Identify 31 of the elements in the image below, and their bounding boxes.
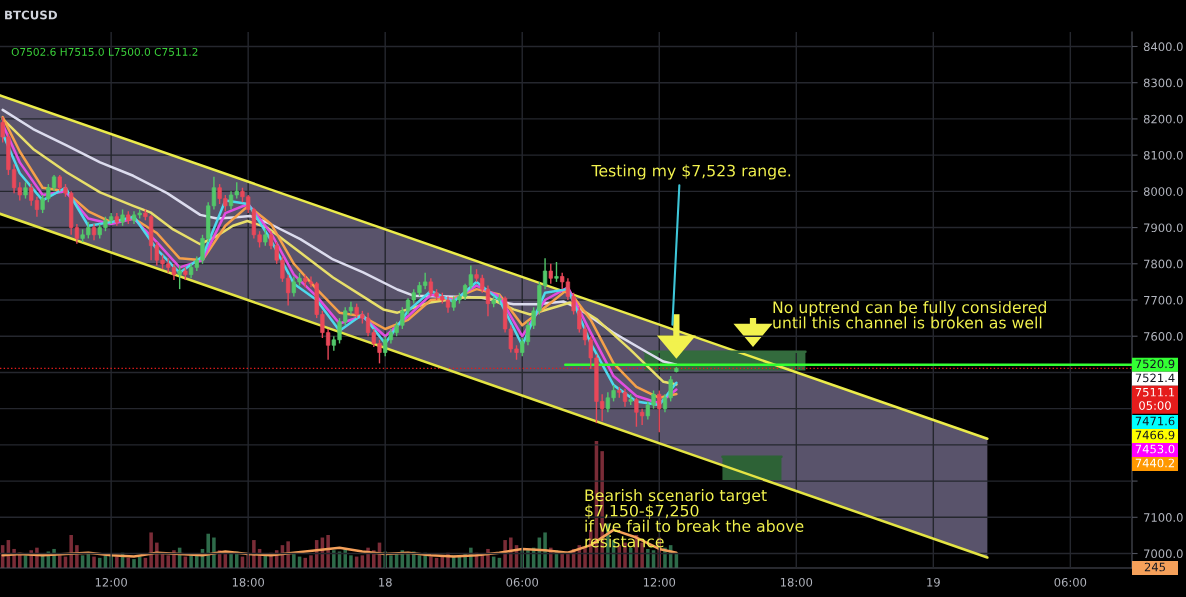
x-tick-label: 06:00 — [506, 577, 539, 587]
annotation: No uptrend can be fully considered until this channel is broken as well — [773, 301, 1046, 329]
text: O7502.6 H7515.0 L7500.0 C7511.2 — [11, 47, 198, 56]
text: 245 — [1144, 562, 1165, 572]
y-tick-label: 7700.0 — [1144, 295, 1183, 305]
data-label: 7520.9 — [1135, 359, 1175, 369]
ref-line-label: 7511.1 05:00 — [1135, 387, 1175, 410]
y-tick-label: 7000.0 — [1144, 549, 1183, 559]
y-tick-label: 7600.0 — [1144, 332, 1183, 341]
x-tick-label: 18:00 — [232, 577, 265, 587]
y-tick-label: 7900.0 — [1144, 223, 1183, 233]
y-tick-label: 8300.0 — [1143, 78, 1183, 88]
text: 7521.4 — [1135, 373, 1175, 383]
text: 7471.6 — [1135, 416, 1175, 426]
y-tick-label: 8100.0 — [1143, 150, 1183, 160]
text: 7440.2 — [1135, 458, 1175, 468]
y-tick-label: 8400.0 — [1143, 42, 1183, 52]
y-tick-label: 8200.0 — [1143, 114, 1183, 124]
annotation: Testing my $7,523 range. — [591, 164, 791, 180]
y-tick-label: 7800.0 — [1144, 259, 1183, 269]
y-tick-label: 8000.0 — [1143, 187, 1183, 196]
x-tick-label: 12:00 — [643, 577, 676, 587]
x-tick-label: 18:00 — [780, 577, 813, 587]
x-tick-label: 19 — [927, 577, 940, 587]
x-tick-label: 06:00 — [1054, 577, 1087, 587]
x-tick-label: 18 — [379, 577, 392, 587]
x-tick-label: 12:00 — [95, 577, 127, 587]
text: 7453.0 — [1135, 444, 1175, 454]
chart-title: BTCUSD — [5, 10, 57, 20]
y-tick-label: 7100.0 — [1144, 513, 1183, 522]
text: 7466.9 — [1135, 430, 1175, 440]
